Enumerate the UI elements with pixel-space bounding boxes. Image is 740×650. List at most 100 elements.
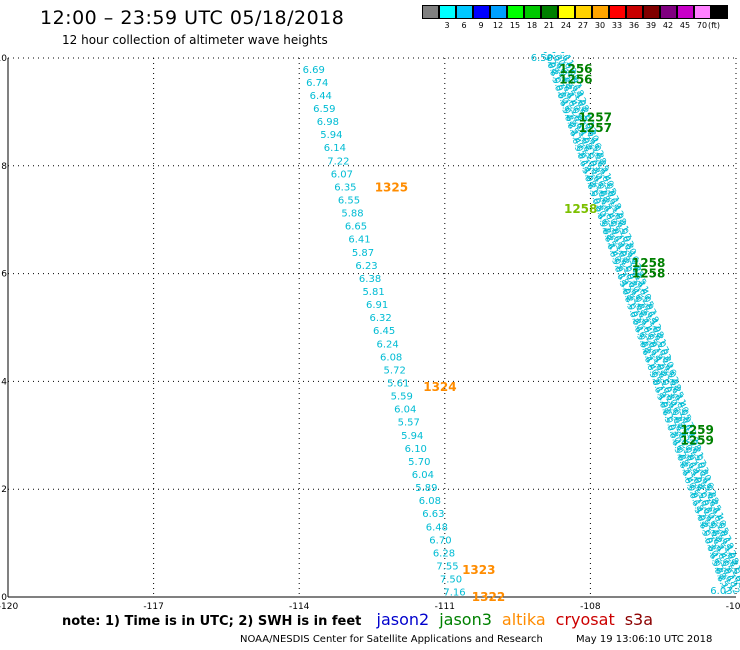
y-tick-label: 2	[1, 485, 7, 495]
scale-label: 18	[526, 21, 538, 30]
altika-swh-value: 6.28	[433, 548, 455, 559]
scale-label: 30	[594, 21, 606, 30]
x-tick-label: -111	[435, 602, 455, 612]
pass-time-label: 1322	[472, 590, 505, 604]
pass-time-label: 1258	[632, 267, 665, 281]
scale-swatch	[694, 5, 711, 19]
altika-swh-value: 5.94	[320, 130, 342, 141]
altika-swh-value: 6.55	[338, 195, 360, 206]
footer: NOAA/NESDIS Center for Satellite Applica…	[240, 634, 740, 645]
satellite-cryosat: cryosat	[555, 610, 615, 629]
scale-swatch	[507, 5, 524, 19]
scale-swatch	[575, 5, 592, 19]
pass-time-label: 1259	[680, 423, 713, 437]
jason3-last-value: 6.03	[710, 586, 732, 597]
satellite-altika: altika	[501, 610, 546, 629]
pass-time-label: 1259	[680, 434, 713, 448]
scale-label: 39	[645, 21, 657, 30]
altika-swh-value: 6.45	[373, 326, 395, 337]
altika-swh-value: 5.59	[391, 392, 413, 403]
pass-time-label: 1258	[632, 256, 665, 270]
altika-swh-value: 5.89	[415, 483, 437, 494]
scale-label: 3	[444, 21, 450, 30]
altika-swh-value: 5.94	[401, 431, 423, 442]
scale-label: 42	[662, 21, 674, 30]
scale-swatch	[660, 5, 677, 19]
y-tick-label: 4	[1, 377, 7, 387]
scale-swatch	[473, 5, 490, 19]
altika-swh-value: 7.50	[440, 575, 462, 586]
altika-swh-value: 5.72	[384, 365, 406, 376]
scale-swatch	[592, 5, 609, 19]
scale-swatch	[422, 5, 439, 19]
altika-swh-value: 7.22	[327, 156, 349, 167]
altika-swh-value: 6.08	[419, 496, 441, 507]
altika-swh-value: 7.55	[436, 561, 458, 572]
scale-swatch	[609, 5, 626, 19]
pass-time-label: 1324	[423, 380, 456, 394]
altika-swh-value: 5.81	[362, 287, 384, 298]
x-tick-label: -120	[0, 602, 18, 612]
x-tick-label: -108	[580, 602, 601, 612]
altika-swh-value: 6.65	[345, 222, 367, 233]
wave-height-color-scale: 3 6 9 12 15 18 21 24 27 30 33 36 39 42 45 70 (ft)	[422, 5, 728, 31]
scale-label: 21	[543, 21, 555, 30]
scale-label: 70	[696, 21, 708, 30]
pass-time-label: 1257	[579, 121, 612, 135]
satellite-legend: jason2 jason3 altika cryosat s3a	[367, 610, 654, 629]
altika-swh-value: 5.88	[341, 209, 363, 220]
pass-time-label: 1257	[579, 110, 612, 124]
altika-swh-value: 5.61	[387, 378, 409, 389]
scale-label: 24	[560, 21, 572, 30]
satellite-jason3: jason3	[439, 610, 492, 629]
pass-time-label: 1256	[559, 62, 592, 76]
jason3-swh-value: 6.30	[732, 574, 740, 597]
pass-time-label: 1325	[375, 180, 408, 194]
scale-label: 15	[509, 21, 521, 30]
altika-swh-value: 6.91	[366, 300, 388, 311]
altika-swh-value: 6.35	[334, 182, 356, 193]
y-tick-label: 10	[0, 54, 7, 64]
x-tick-label: -114	[289, 602, 310, 612]
scale-swatch	[711, 5, 728, 19]
altika-swh-value: 6.08	[380, 352, 402, 363]
altika-swh-value: 6.38	[359, 274, 381, 285]
jason3-swh-value: 5.93	[729, 567, 740, 589]
altika-swh-value: 6.69	[303, 65, 325, 76]
altika-swh-value: 6.74	[306, 78, 328, 89]
altika-swh-value: 6.70	[429, 535, 451, 546]
x-tick-label: -105	[726, 602, 740, 612]
y-tick-label: 0	[1, 593, 7, 603]
altika-swh-value: 6.23	[355, 261, 377, 272]
altika-swh-value: 6.41	[348, 235, 370, 246]
scale-swatch	[643, 5, 660, 19]
scale-label: 9	[478, 21, 484, 30]
pass-time-label: 1256	[559, 73, 592, 87]
wave-height-plot: -120 -117 -114 -111 -108 -105 0 2 4 6 8 10 6.69 6.74 6…	[0, 52, 740, 612]
scale-swatch	[456, 5, 473, 19]
chart-title: 12:00 – 23:59 UTC 05/18/2018	[40, 7, 345, 29]
altika-swh-value: 6.04	[412, 470, 434, 481]
altika-swh-value: 6.07	[331, 169, 353, 180]
scale-unit: (ft)	[708, 21, 721, 30]
scale-label: 27	[577, 21, 589, 30]
pass-time-label: 1323	[462, 563, 495, 577]
altika-swh-value: 6.59	[313, 104, 335, 115]
altika-swh-value: 5.70	[408, 457, 430, 468]
y-tick-label: 8	[1, 162, 7, 172]
altika-swh-value: 6.98	[317, 117, 339, 128]
altika-swh-value: 6.04	[394, 405, 416, 416]
scale-swatch	[439, 5, 456, 19]
jason3-first-value: 6.50	[531, 53, 553, 64]
scale-label: 12	[492, 21, 504, 30]
altika-swh-value: 6.14	[324, 143, 346, 154]
timestamp-text: May 19 13:06:10 UTC 2018	[576, 634, 713, 645]
legend-row: note: 1) Time is in UTC; 2) SWH is in fe…	[62, 610, 653, 629]
altika-swh-value: 6.10	[405, 444, 427, 455]
chart-subtitle: 12 hour collection of altimeter wave hei…	[62, 33, 328, 47]
x-tick-label: -117	[143, 602, 163, 612]
scale-swatch	[558, 5, 575, 19]
scale-label: 36	[628, 21, 640, 30]
altika-swh-value: 6.44	[310, 91, 332, 102]
scale-swatch	[677, 5, 694, 19]
